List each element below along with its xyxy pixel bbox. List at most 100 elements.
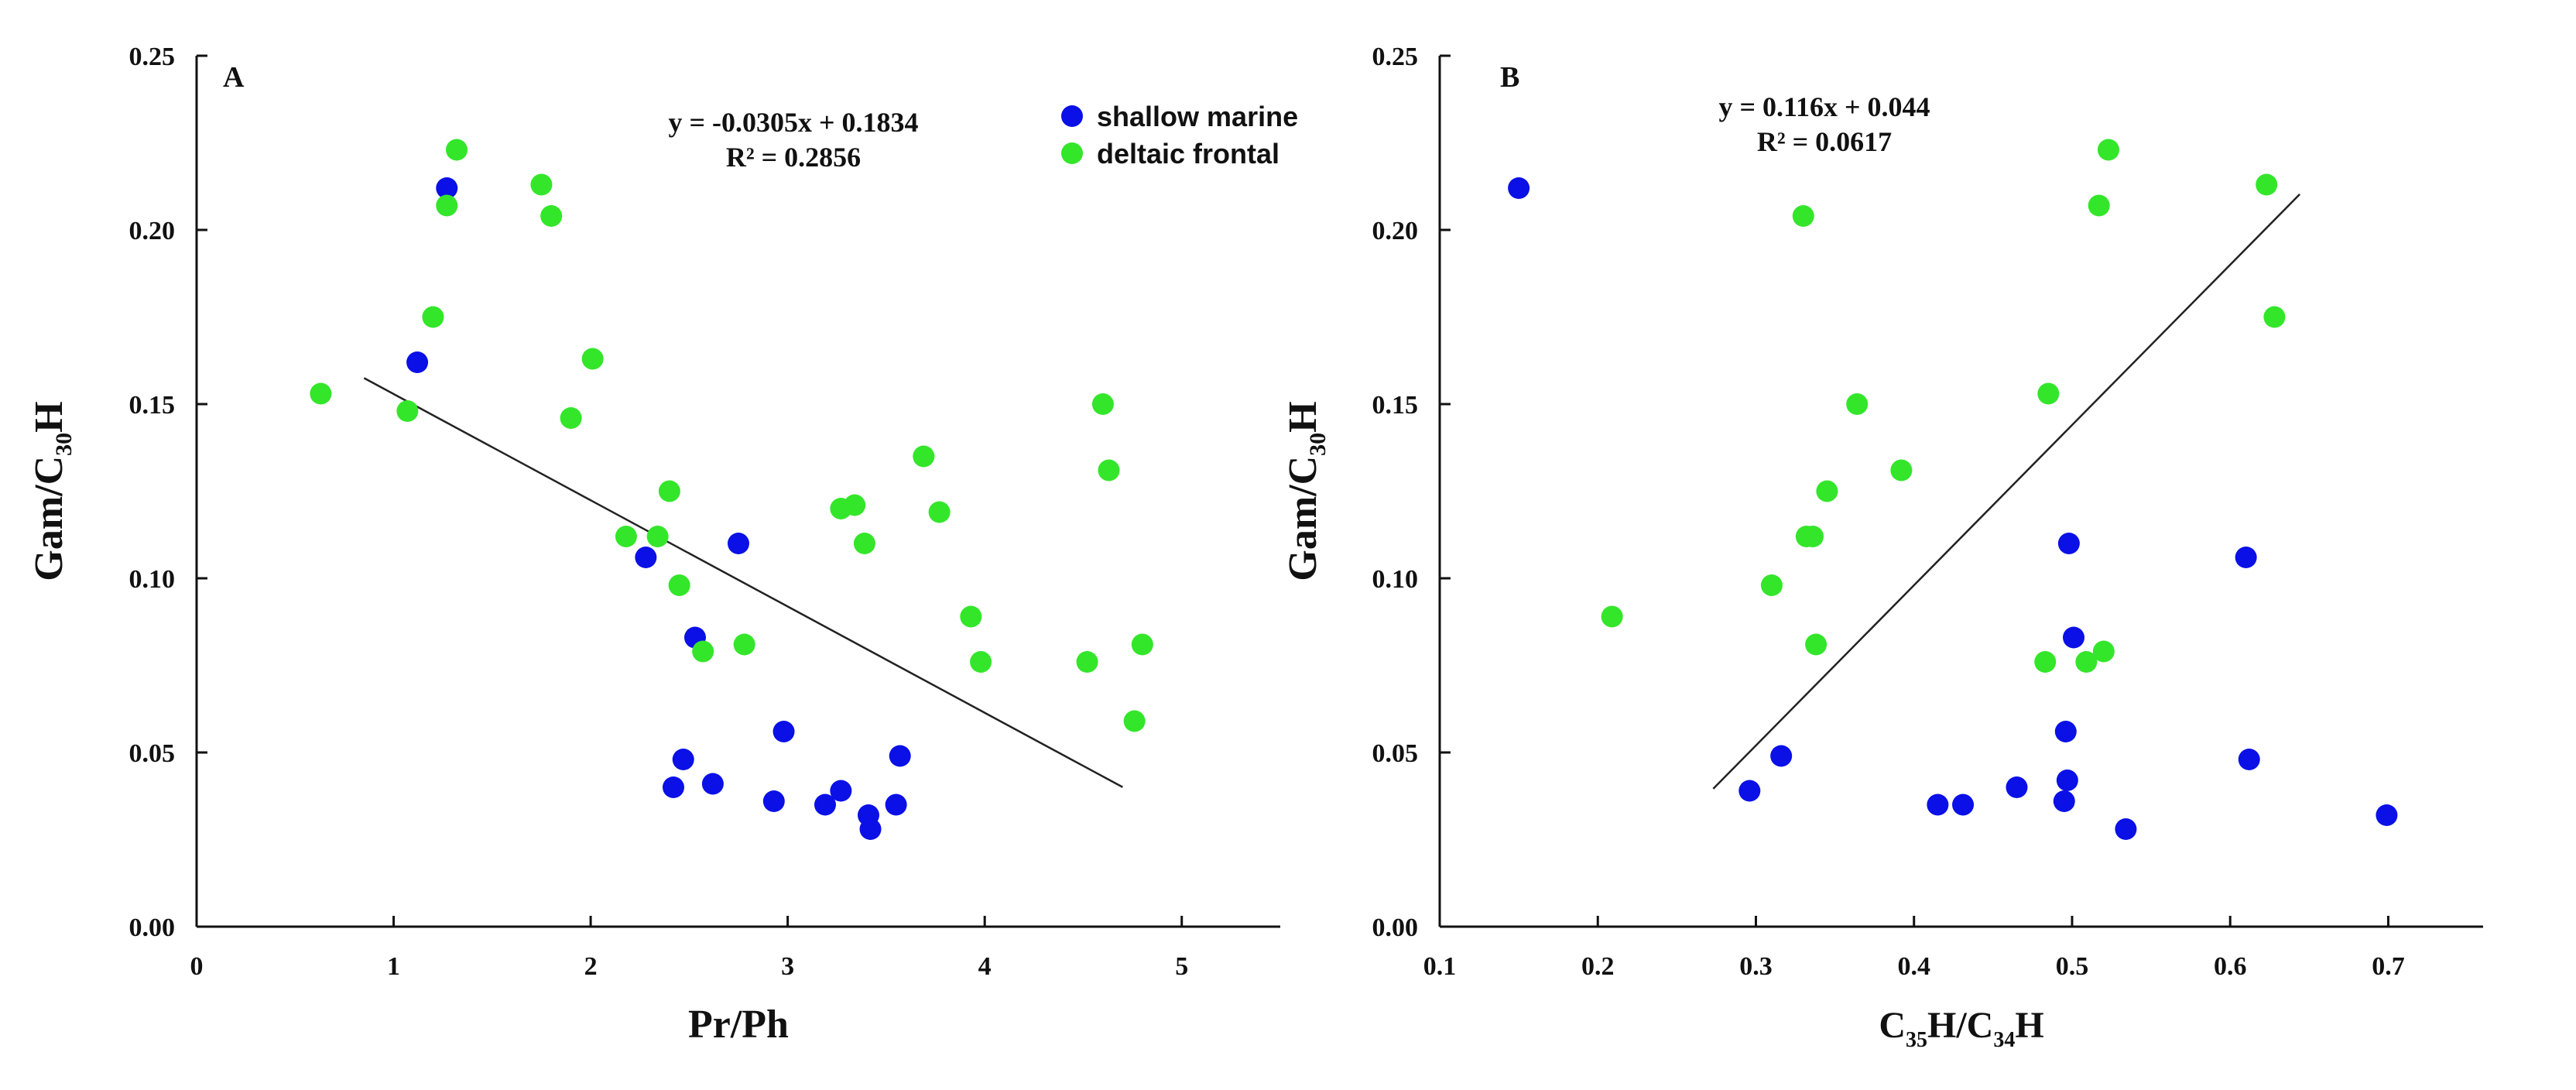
data-point-shallow-marine <box>889 745 911 767</box>
x-tick-label: 0.6 <box>2214 952 2247 981</box>
x-tick-label: 1 <box>387 952 400 981</box>
panel-b-scatter: 0.00 0.05 0.10 0.15 0.20 0.25 0.1 0.2 0.3 0.4 0.5 0… <box>1281 43 2483 1052</box>
data-point-deltaic-frontal <box>396 400 419 422</box>
x-tick-label: 0 <box>190 952 204 981</box>
y-tick-label: 0.20 <box>129 217 176 245</box>
regression-equation: y = 0.116x + 0.044 <box>1718 91 1930 122</box>
data-point-deltaic-frontal <box>1802 526 1824 547</box>
data-point-shallow-marine <box>436 177 458 199</box>
y-axis-title-base: Gam/C <box>1281 456 1325 581</box>
data-point-deltaic-frontal <box>1091 393 1114 415</box>
y-tick-label: 0.05 <box>129 739 176 768</box>
data-point-deltaic-frontal <box>1846 393 1869 415</box>
data-point-deltaic-frontal <box>446 139 468 161</box>
data-point-deltaic-frontal <box>1760 574 1783 596</box>
y-axis-title-base: Gam/C <box>27 456 71 581</box>
y-axis-title-tail: H <box>27 401 71 432</box>
y-tick-label: 0.20 <box>1372 217 1419 245</box>
y-tick-label: 0.10 <box>1372 565 1419 594</box>
data-point-deltaic-frontal <box>2097 139 2119 161</box>
data-point-deltaic-frontal <box>960 605 982 628</box>
data-point-shallow-marine <box>2376 804 2398 826</box>
x-tick-label: 0.5 <box>2056 952 2089 981</box>
data-point-deltaic-frontal <box>436 194 458 217</box>
data-point-deltaic-frontal <box>310 382 332 405</box>
data-point-deltaic-frontal <box>1805 633 1828 656</box>
y-axis-title: Gam/C30H <box>1281 401 1331 581</box>
trend-line <box>363 377 1123 788</box>
legend-marker-deltaic-frontal <box>1061 142 1083 164</box>
y-tick-label: 0.10 <box>129 565 176 594</box>
data-point-deltaic-frontal <box>853 533 875 554</box>
r-squared-label: R² = 0.0617 <box>1757 126 1892 157</box>
data-point-deltaic-frontal <box>2075 651 2098 673</box>
x-tick-label: 0.7 <box>2372 952 2405 981</box>
data-point-deltaic-frontal <box>1816 480 1838 502</box>
data-point-shallow-marine <box>859 818 882 840</box>
data-point-deltaic-frontal <box>658 480 680 502</box>
data-point-shallow-marine <box>830 780 852 802</box>
data-point-deltaic-frontal <box>646 526 669 547</box>
panel-label: B <box>1500 61 1519 94</box>
y-tick-label: 0.05 <box>1372 739 1419 768</box>
data-point-deltaic-frontal <box>2034 651 2057 673</box>
data-point-deltaic-frontal <box>615 526 637 547</box>
data-point-deltaic-frontal <box>2088 194 2110 217</box>
series-deltaic-frontal <box>310 139 1153 732</box>
data-point-shallow-marine <box>1927 794 1949 816</box>
data-point-shallow-marine <box>2235 547 2257 568</box>
data-point-shallow-marine <box>2238 749 2260 770</box>
data-point-shallow-marine <box>1770 745 1793 767</box>
data-point-shallow-marine <box>2006 776 2028 798</box>
data-point-deltaic-frontal <box>1792 205 1814 227</box>
data-point-shallow-marine <box>701 773 724 795</box>
x-tick-label: 3 <box>781 952 794 981</box>
data-point-shallow-marine <box>762 790 785 812</box>
regression-equation: y = -0.0305x + 0.1834 <box>668 107 918 138</box>
y-axis-title: Gam/C30H <box>27 401 77 581</box>
x-tick-label: 0.4 <box>1897 952 1930 981</box>
y-axis-title-subscript: 30 <box>51 433 77 456</box>
y-tick-label: 0.15 <box>1372 391 1419 420</box>
data-point-shallow-marine <box>663 776 684 798</box>
y-tick-label: 0.25 <box>1372 43 1419 71</box>
x-tick-label: 4 <box>978 952 992 981</box>
data-point-deltaic-frontal <box>581 348 604 370</box>
x-tick-label: 5 <box>1175 952 1188 981</box>
data-point-deltaic-frontal <box>2092 640 2115 663</box>
y-tick-label: 0.15 <box>129 391 176 420</box>
data-point-deltaic-frontal <box>2037 382 2060 405</box>
data-point-deltaic-frontal <box>540 205 563 227</box>
data-point-shallow-marine <box>2054 721 2077 742</box>
data-point-deltaic-frontal <box>2263 306 2286 328</box>
data-point-deltaic-frontal <box>422 306 444 328</box>
data-point-deltaic-frontal <box>1123 710 1146 732</box>
data-point-shallow-marine <box>2063 626 2085 649</box>
data-point-shallow-marine <box>728 533 749 554</box>
data-point-deltaic-frontal <box>1890 459 1913 482</box>
trend-line <box>1712 194 2300 790</box>
data-point-shallow-marine <box>2115 818 2137 840</box>
legend-marker-shallow-marine <box>1061 105 1083 127</box>
data-point-shallow-marine <box>885 794 907 816</box>
x-axis-title-subscript: 34 <box>1993 1028 2015 1052</box>
panel-a-scatter: 0.00 0.05 0.10 0.15 0.20 0.25 0 1 2 3 4 5 A Gam/C30H P… <box>27 43 1298 1047</box>
data-point-shallow-marine <box>1508 177 1530 199</box>
legend-label-deltaic-frontal: deltaic frontal <box>1097 138 1279 170</box>
data-point-shallow-marine <box>772 721 795 742</box>
panel-label: A <box>223 61 245 94</box>
data-point-shallow-marine <box>814 794 836 816</box>
data-point-deltaic-frontal <box>1076 651 1098 673</box>
data-point-deltaic-frontal <box>560 407 582 429</box>
data-point-deltaic-frontal <box>970 651 992 673</box>
data-point-deltaic-frontal <box>733 633 755 656</box>
x-axis-title-part: H <box>2015 1005 2043 1046</box>
data-point-shallow-marine <box>635 547 657 568</box>
data-point-deltaic-frontal <box>668 574 690 596</box>
data-point-deltaic-frontal <box>2256 173 2278 196</box>
data-point-shallow-marine <box>406 351 429 373</box>
y-axis-title-tail: H <box>1281 401 1325 432</box>
data-point-deltaic-frontal <box>692 640 714 663</box>
series-shallow-marine <box>1508 177 2398 840</box>
